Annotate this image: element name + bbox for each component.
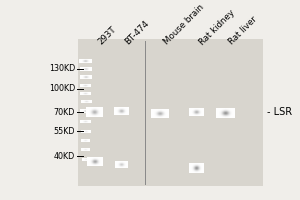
Text: 55KD: 55KD <box>54 127 75 136</box>
Text: - LSR: - LSR <box>267 107 292 117</box>
Text: 293T: 293T <box>96 25 118 47</box>
Text: BT-474: BT-474 <box>123 19 151 47</box>
Text: 70KD: 70KD <box>54 108 75 117</box>
Text: Rat liver: Rat liver <box>227 15 259 47</box>
Bar <box>78 39 263 186</box>
Text: 40KD: 40KD <box>54 152 75 161</box>
Text: 100KD: 100KD <box>49 84 75 93</box>
Text: Rat kidney: Rat kidney <box>197 8 236 47</box>
Text: 130KD: 130KD <box>49 64 75 73</box>
Text: Mouse brain: Mouse brain <box>162 3 206 47</box>
